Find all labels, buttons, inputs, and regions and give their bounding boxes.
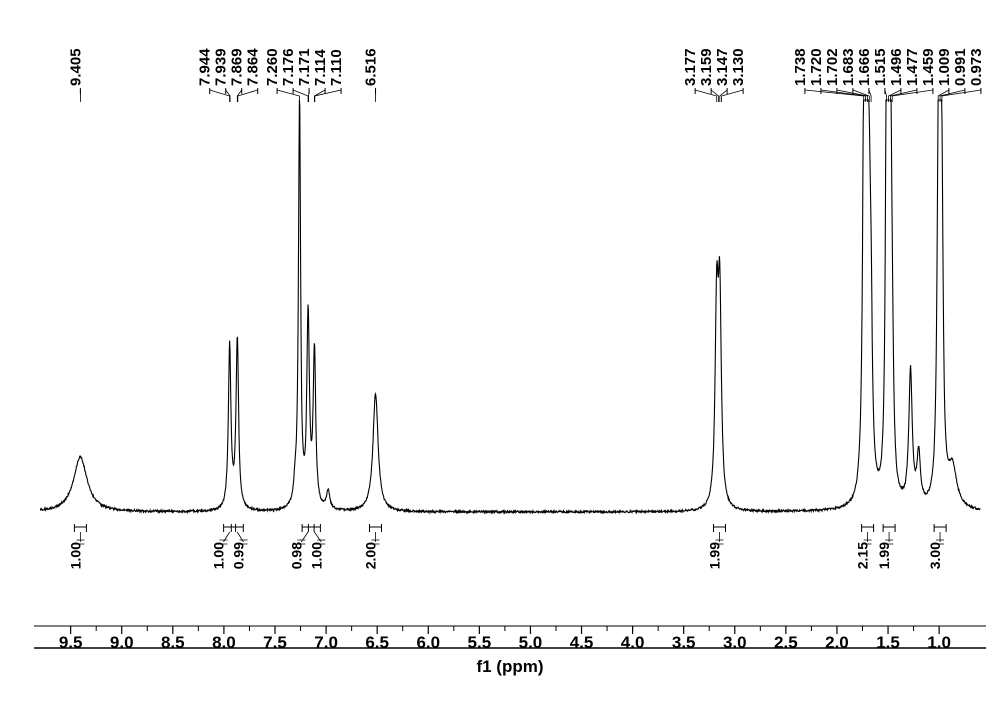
peak-label: 3.130 <box>730 48 747 86</box>
x-tick-label: 5.0 <box>519 633 543 652</box>
peak-label: 7.110 <box>328 49 345 86</box>
x-tick-label: 1.0 <box>927 633 951 652</box>
peak-label: 9.405 <box>67 48 84 86</box>
x-tick-label: 9.0 <box>110 633 134 652</box>
peak-label: 1.515 <box>872 48 889 86</box>
x-tick-label: 5.5 <box>468 633 492 652</box>
peak-label: 1.738 <box>792 48 809 86</box>
integral-label: 2.00 <box>363 542 379 569</box>
peak-label: 0.973 <box>968 48 985 86</box>
integral-label: 1.99 <box>876 542 892 569</box>
x-tick-label: 2.0 <box>825 633 849 652</box>
x-tick-label: 8.5 <box>161 633 185 652</box>
spectrum-trace <box>40 100 980 513</box>
x-tick-label: 4.0 <box>621 633 645 652</box>
peak-label: 1.666 <box>856 48 873 86</box>
x-tick-label: 8.0 <box>212 633 236 652</box>
integral-label: 2.15 <box>855 542 871 569</box>
peak-label: 0.991 <box>952 48 969 86</box>
peak-label: 1.683 <box>840 48 857 86</box>
x-tick-label: 6.0 <box>416 633 440 652</box>
x-tick-label: 7.0 <box>314 633 338 652</box>
x-tick-label: 3.5 <box>672 633 696 652</box>
peak-label: 7.171 <box>296 48 313 86</box>
peak-label: 7.864 <box>245 48 262 86</box>
peak-label: 3.177 <box>682 48 699 86</box>
nmr-spectrum-plot: { "chart": { "type": "nmr-spectrum", "wi… <box>0 0 1000 704</box>
x-tick-label: 7.5 <box>263 633 287 652</box>
x-tick-label: 1.5 <box>876 633 900 652</box>
peak-label: 7.114 <box>312 49 329 86</box>
integral-label: 0.98 <box>288 542 304 569</box>
x-tick-label: 6.5 <box>365 633 389 652</box>
integral-label: 1.00 <box>67 542 83 569</box>
integral-label: 0.99 <box>231 542 247 569</box>
integral-label: 1.99 <box>707 542 723 569</box>
peak-label: 1.459 <box>920 48 937 86</box>
x-tick-label: 9.5 <box>59 633 83 652</box>
x-axis-label: f1 (ppm) <box>476 657 543 676</box>
peak-label: 7.176 <box>280 48 297 86</box>
x-tick-label: 4.5 <box>570 633 594 652</box>
peak-label: 1.496 <box>888 48 905 86</box>
nmr-svg: 9.405 7.9447.9397.8697.8647.2607.1767.171… <box>0 0 1000 704</box>
peak-label: 7.939 <box>213 48 230 86</box>
peak-label: 3.159 <box>698 48 715 86</box>
integral-label: 3.00 <box>927 542 943 569</box>
peak-label: 1.009 <box>936 48 953 86</box>
peak-label: 7.944 <box>197 48 214 86</box>
peak-label: 3.147 <box>714 48 731 86</box>
peak-label: 7.260 <box>264 48 281 86</box>
integral-label: 1.00 <box>211 542 227 569</box>
integral-label: 1.00 <box>308 542 324 569</box>
peak-label: 1.477 <box>904 48 921 86</box>
peak-label: 7.869 <box>229 48 246 86</box>
x-tick-label: 2.5 <box>774 633 798 652</box>
x-tick-label: 3.0 <box>723 633 747 652</box>
peak-label: 1.720 <box>808 48 825 86</box>
peak-label: 6.516 <box>363 48 380 86</box>
peak-label: 1.702 <box>824 48 841 86</box>
